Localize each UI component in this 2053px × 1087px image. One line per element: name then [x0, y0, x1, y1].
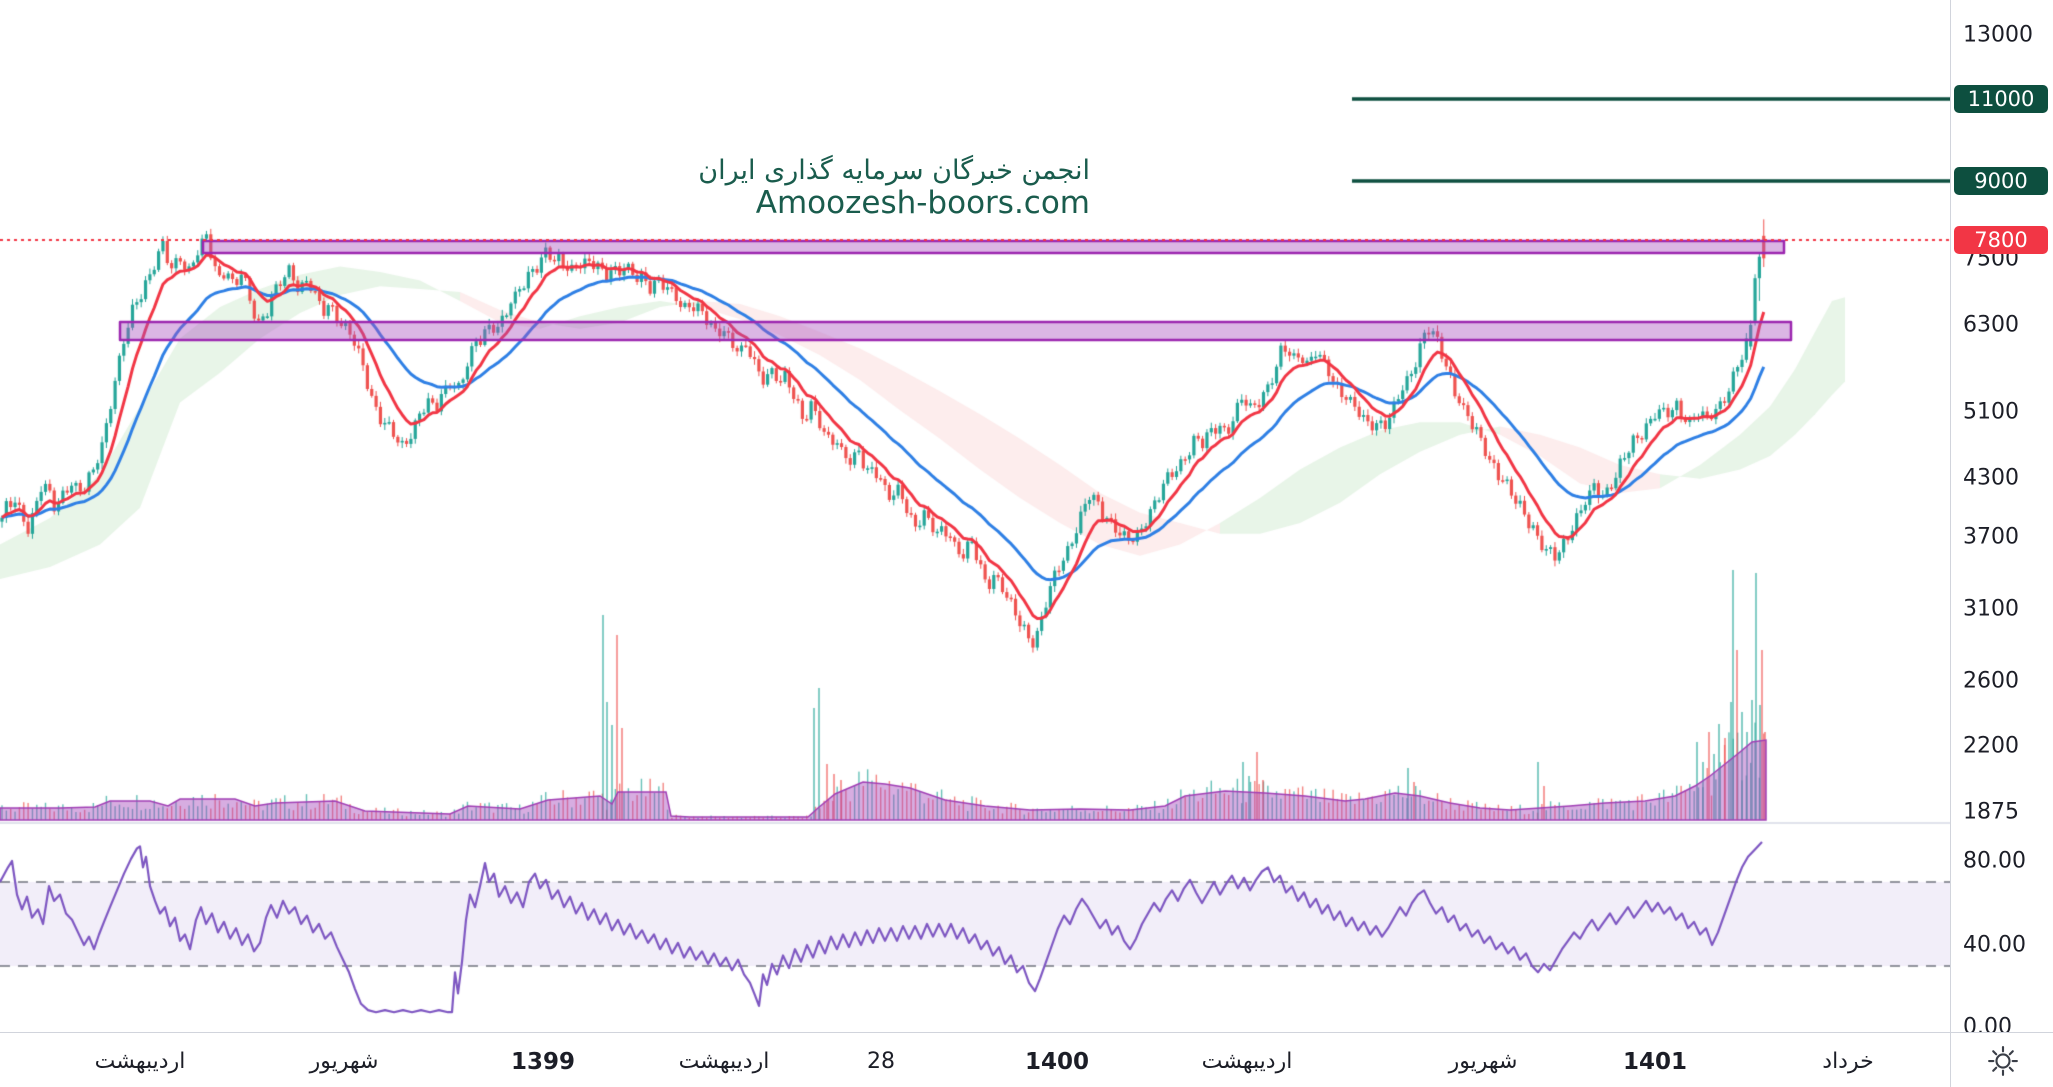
price-axis-tick: 80.00	[1963, 848, 2026, 874]
axis-settings-button[interactable]	[1950, 1032, 2053, 1087]
time-axis[interactable]: اردیبهشت شهریور 1399 اردیبهشت 28 1400 اردیبهشت…	[0, 1032, 1950, 1087]
price-axis-tick: 5100	[1963, 399, 2019, 425]
price-axis-tick: 40.00	[1963, 932, 2026, 958]
price-axis-tick: 1875	[1963, 799, 2019, 825]
time-axis-label: 28	[867, 1049, 895, 1074]
time-axis-label: شهریور	[309, 1049, 379, 1074]
watermark: انجمن خبرگان سرمایه گذاری ایران Amoozesh…	[698, 155, 1090, 222]
price-axis-tick: 2600	[1963, 668, 2019, 694]
time-axis-label: شهریور	[1448, 1049, 1518, 1074]
watermark-line2: Amoozesh-boors.com	[755, 185, 1090, 222]
price-axis-tick: 4300	[1963, 465, 2019, 491]
time-axis-label: 1400	[1024, 1049, 1090, 1075]
price-axis-tick: 6300	[1963, 312, 2019, 338]
gear-icon	[1987, 1045, 2018, 1076]
watermark-line1: انجمن خبرگان سرمایه گذاری ایران	[698, 155, 1090, 186]
price-line-label-9000: 9000	[1954, 167, 2048, 195]
time-axis-label: 1399	[510, 1049, 576, 1075]
price-axis-tick: 3700	[1963, 524, 2019, 550]
price-axis-tick: 3100	[1963, 596, 2019, 622]
time-axis-label: اردیبهشت	[1201, 1049, 1293, 1074]
price-axis-tick: 0.00	[1963, 1014, 2012, 1033]
alert-price-label-7800: 7800	[1954, 226, 2048, 254]
price-axis-tick: 13000	[1963, 22, 2033, 48]
time-axis-label: اردیبهشت	[678, 1049, 770, 1074]
price-axis[interactable]: 11000 9000 7800 13000 7500 6300 5100 4300 370…	[1950, 0, 2053, 1032]
time-axis-label: 1401	[1622, 1049, 1688, 1075]
time-axis-label: خرداد	[1822, 1049, 1874, 1074]
price-axis-tick: 2200	[1963, 733, 2019, 759]
price-line-label-11000: 11000	[1954, 85, 2048, 113]
time-axis-label: اردیبهشت	[94, 1049, 186, 1074]
